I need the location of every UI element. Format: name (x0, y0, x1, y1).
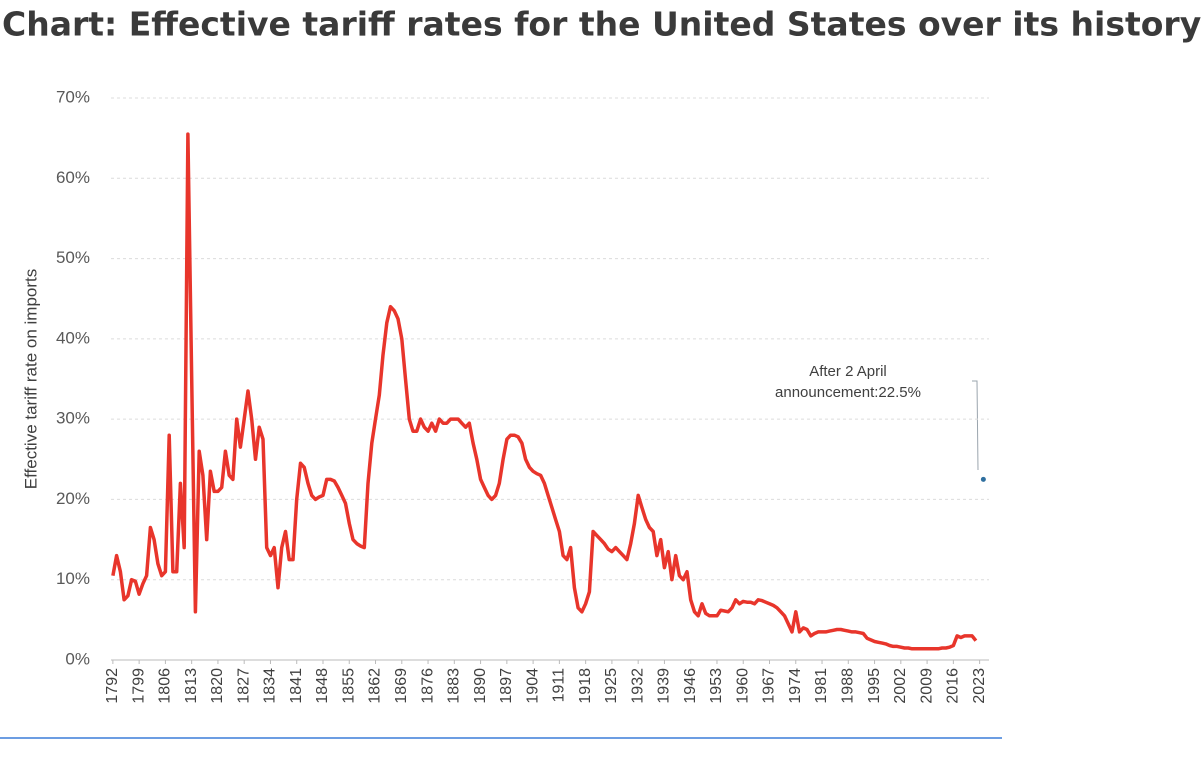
y-tick-label: 60% (56, 168, 90, 187)
x-tick-label: 1834 (262, 668, 279, 704)
x-tick-label: 1855 (340, 668, 357, 704)
x-tick-label: 1820 (209, 668, 226, 704)
x-tick-label: 1848 (314, 668, 331, 704)
x-tick-label: 1827 (235, 668, 252, 704)
x-tick-label: 1813 (183, 668, 200, 704)
y-axis-label: Effective tariff rate on imports (21, 269, 40, 489)
x-tick-label: 1981 (813, 668, 830, 704)
x-tick-label: 1932 (629, 668, 646, 704)
x-tick-label: 1960 (734, 668, 751, 704)
x-tick-label: 1897 (498, 668, 515, 704)
x-tick-label: 1792 (104, 668, 121, 704)
x-tick-label: 2023 (971, 668, 988, 704)
annotation-line: After 2 April (809, 363, 887, 380)
y-tick-label: 40% (56, 328, 90, 347)
y-tick-label: 10% (56, 569, 90, 588)
x-tick-label: 1967 (761, 668, 778, 704)
x-tick-label: 1918 (577, 668, 594, 704)
x-tick-label: 1904 (524, 668, 541, 704)
annotation-point (980, 476, 986, 482)
x-tick-label: 1953 (708, 668, 725, 704)
x-tick-label: 1869 (393, 668, 410, 704)
x-tick-label: 1799 (130, 668, 147, 704)
x-tick-label: 1995 (866, 668, 883, 704)
x-tick-label: 1883 (446, 668, 463, 704)
x-tick-label: 2009 (918, 668, 935, 704)
y-tick-label: 20% (56, 489, 90, 508)
annotation-connector (972, 380, 979, 471)
x-tick-label: 1806 (157, 668, 174, 704)
x-tick-label: 1876 (419, 668, 436, 704)
x-tick-label: 1925 (603, 668, 620, 704)
annotation-line: announcement:22.5% (775, 384, 921, 401)
x-tick-label: 1841 (288, 668, 305, 704)
x-tick-label: 1988 (840, 668, 857, 704)
x-tick-label: 1911 (551, 668, 568, 703)
x-tick-label: 1946 (682, 668, 699, 704)
y-tick-label: 50% (56, 248, 90, 267)
x-tick-label: 2002 (892, 668, 909, 704)
y-tick-label: 0% (65, 649, 90, 668)
x-tick-label: 1974 (787, 668, 804, 704)
y-tick-label: 30% (56, 409, 90, 428)
x-tick-label: 1939 (656, 668, 673, 704)
x-tick-label: 2016 (945, 668, 962, 704)
y-tick-label: 70% (56, 87, 90, 106)
series-line (111, 132, 978, 651)
chart-title: Chart: Effective tariff rates for the Un… (2, 5, 1201, 44)
x-tick-label: 1862 (367, 668, 384, 704)
x-tick-label: 1890 (472, 668, 489, 704)
